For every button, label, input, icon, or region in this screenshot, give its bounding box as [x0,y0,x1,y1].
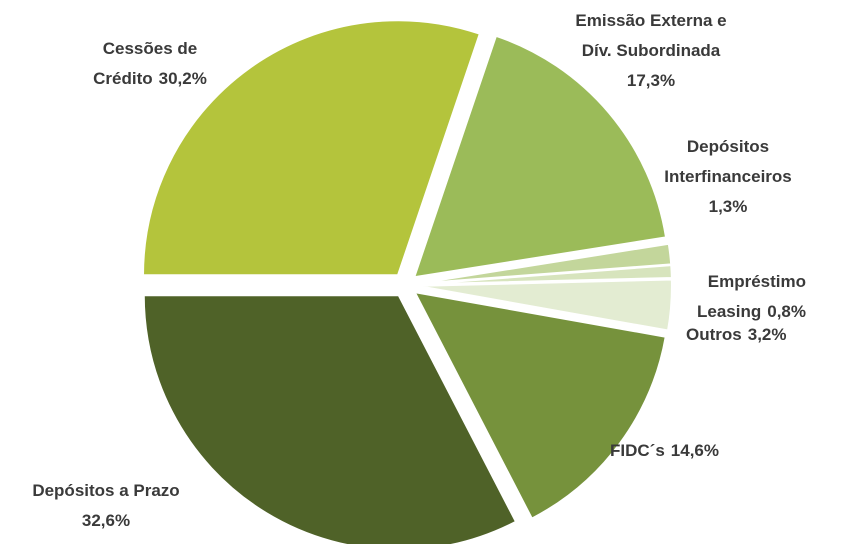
value-label: 1,3% [709,197,748,216]
label-line: Emissão Externa e [575,11,726,30]
label-line: Outros [686,325,742,344]
label-line: Leasing [697,302,761,321]
value-label: 32,6% [82,511,130,530]
value-label: 3,2% [748,325,787,344]
label-line: FIDC´s [610,441,665,460]
pie-slice [142,19,482,277]
slice-label: Emissão Externa e Dív. Subordinada 17,3% [575,11,726,90]
value-label: 14,6% [671,441,719,460]
label-line: Cessões de [103,39,198,58]
slice-label: Depósitos Interfinanceiros 1,3% [664,137,792,216]
slice-label: Empréstimo Leasing 0,8% [697,272,806,321]
label-line: Empréstimo [708,272,806,291]
value-label: 17,3% [627,71,675,90]
label-line: Crédito [93,69,153,88]
slice-label: Cessões de Crédito 30,2% [93,39,207,88]
label-line: Dív. Subordinada [582,41,721,60]
value-label: 0,8% [767,302,806,321]
label-line: Depósitos [687,137,769,156]
slice-label: Outros 3,2% [686,325,786,344]
slice-label: FIDC´s 14,6% [610,441,719,460]
pie-slice [416,278,673,332]
slice-label: Depósitos a Prazo 32,6% [32,481,179,530]
pie-slice [412,34,668,279]
label-line: Depósitos a Prazo [32,481,179,500]
label-line: Interfinanceiros [664,167,792,186]
pie-slice [142,294,518,544]
pie-slice [416,264,673,286]
value-label: 30,2% [159,69,207,88]
pie-slice [412,290,667,520]
